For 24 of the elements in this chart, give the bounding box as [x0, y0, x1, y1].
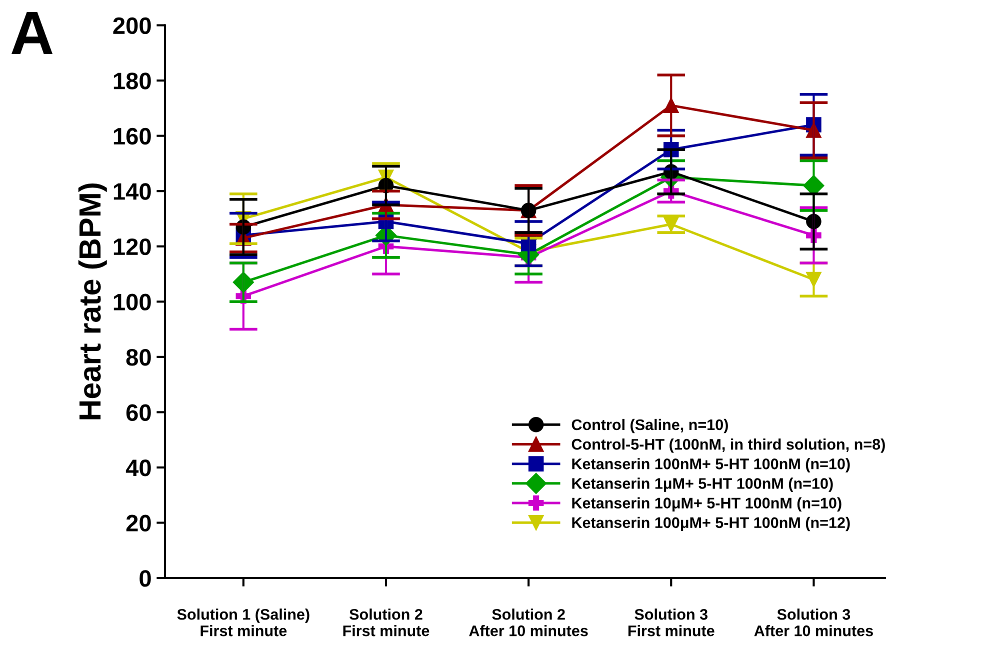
y-tick-label: 200 — [113, 17, 151, 34]
x-tick-label: Solution 2 After 10 minutes — [469, 608, 588, 636]
legend-label: Control (Saline, n=10) — [572, 418, 728, 434]
legend-label: Ketanserin 1μM+ 5-HT 100nM (n=10) — [572, 478, 833, 492]
y-axis-title: Heart rate (BPM) — [78, 183, 107, 420]
y-tick-label: 160 — [114, 128, 151, 145]
x-tick-label: Solution 3 After 10 minutes — [754, 608, 873, 636]
y-tick-label: 120 — [114, 238, 151, 256]
x-tick-label: Solution 2 First minute — [343, 608, 430, 636]
text: A — [12, 12, 53, 54]
y-tick-label: 180 — [114, 72, 151, 90]
y-tick-label: 20 — [126, 514, 151, 532]
y-tick-label: 140 — [114, 183, 151, 200]
y-tick-label: 60 — [126, 404, 151, 421]
y-tick-label: 100 — [114, 294, 151, 310]
y-tick-label: 80 — [126, 348, 151, 366]
legend-label: Ketanserin 100μM+ 5-HT 100nM (n=12) — [572, 516, 850, 532]
y-tick-label: 0 — [140, 570, 151, 587]
x-tick-label: Solution 3 First minute — [628, 608, 714, 636]
y-tick-label: 40 — [126, 460, 151, 476]
legend-label: Ketanserin 10μM+ 5-HT 100nM (n=10) — [572, 497, 842, 512]
legend-label: Control-5-HT (100nM, in third solution, n=8) — [572, 438, 885, 453]
x-tick-label: Solution 1 (Saline) First minute — [177, 608, 310, 636]
legend-label: Ketanserin 100nM+ 5-HT 100nM (n=10) — [572, 458, 850, 472]
